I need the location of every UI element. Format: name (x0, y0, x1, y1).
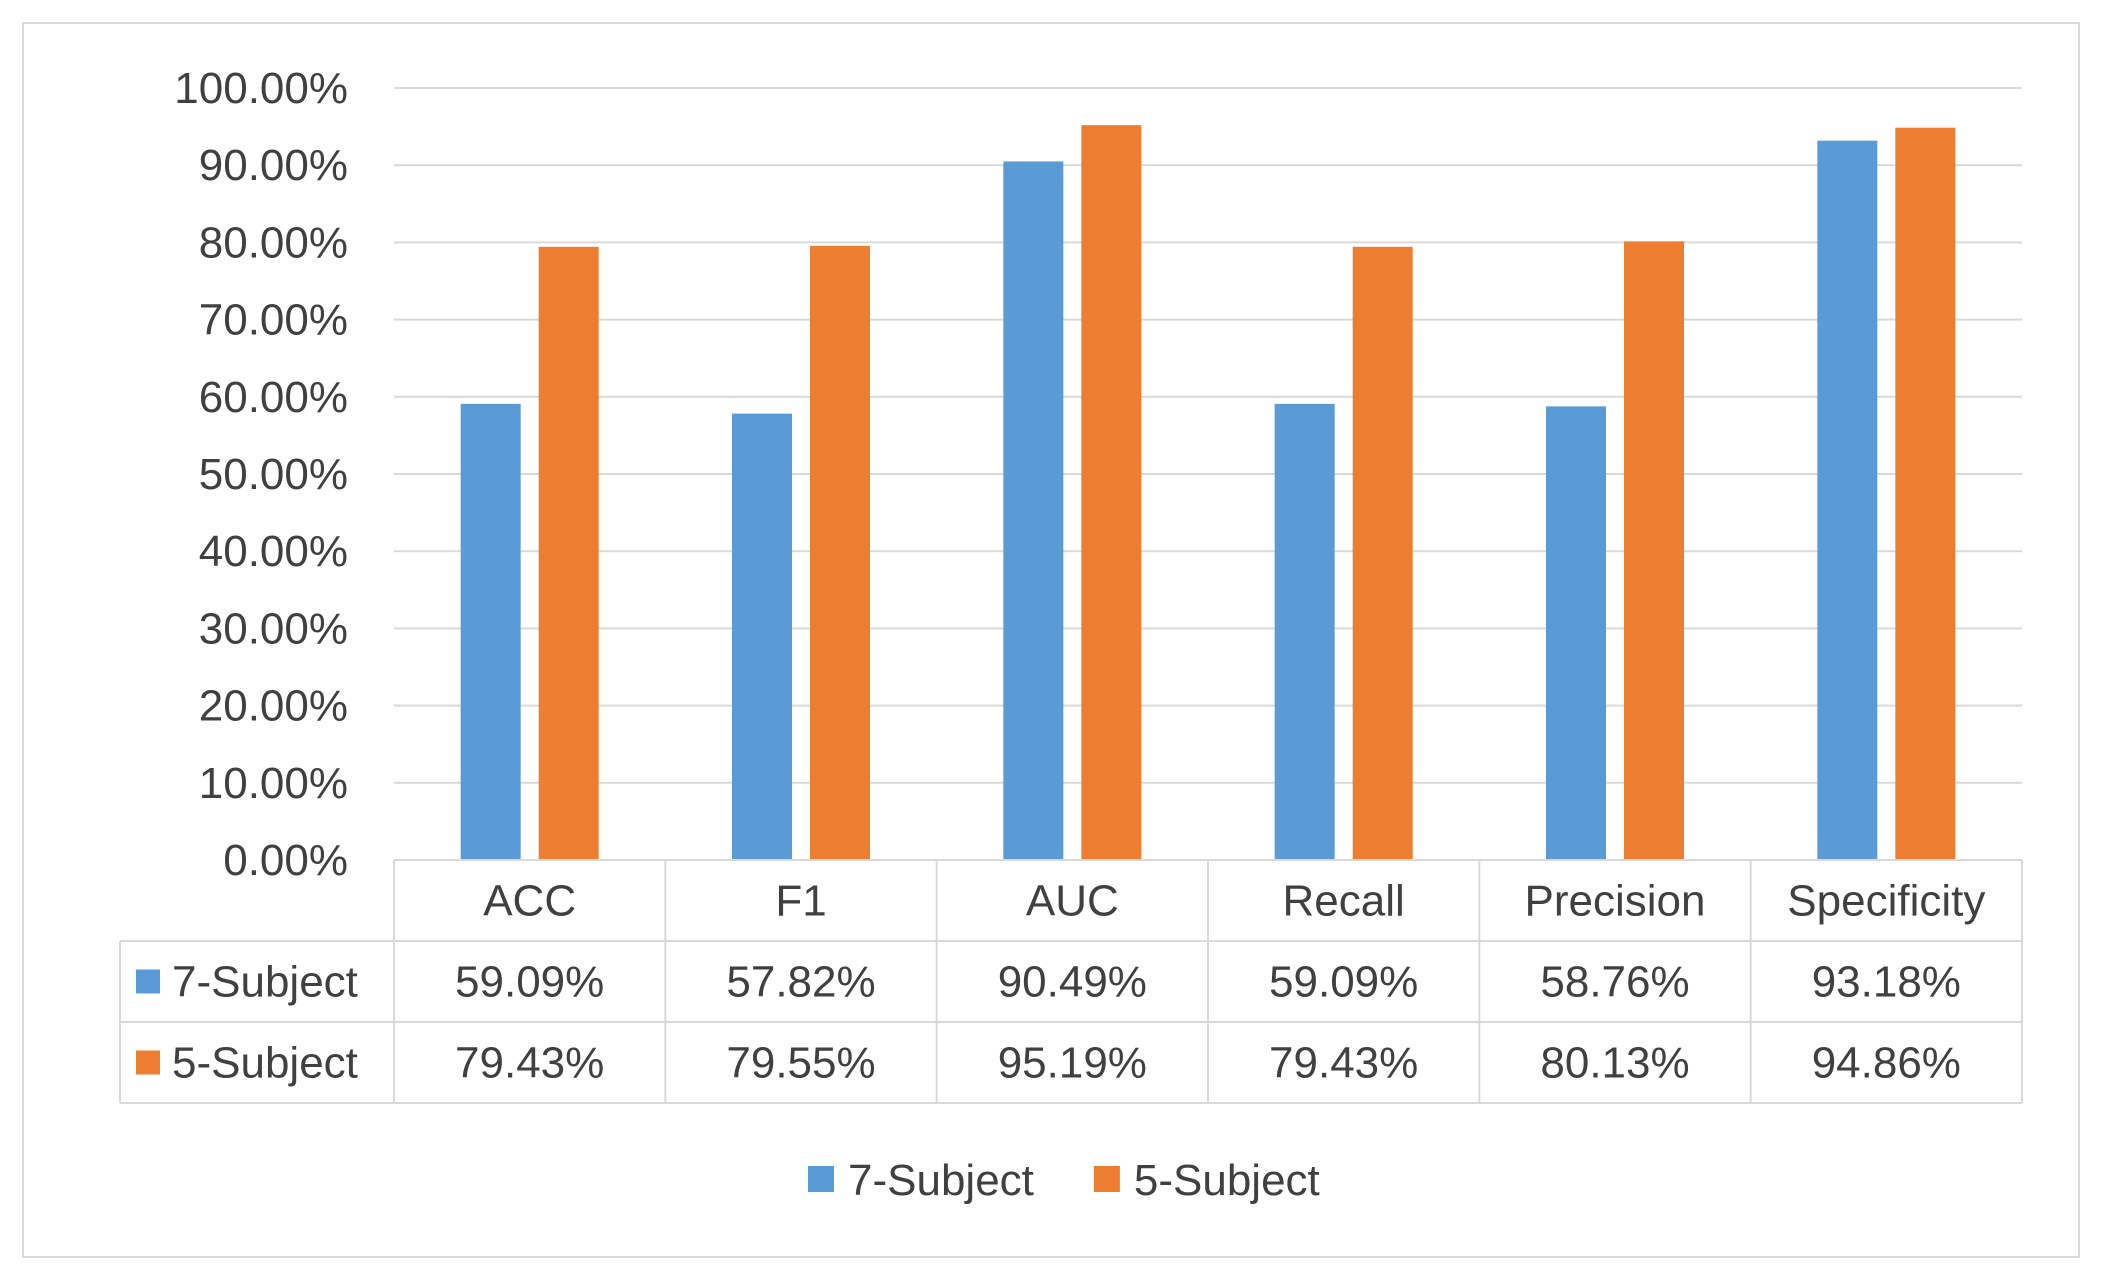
table-legend-key-7-subject (136, 969, 160, 994)
y-tick-label: 40.00% (199, 527, 348, 576)
table-value-7-subject: 57.82% (726, 958, 875, 1007)
table-value-5-subject: 94.86% (1812, 1039, 1961, 1088)
table-value-5-subject: 79.55% (726, 1039, 875, 1088)
y-tick-label: 10.00% (199, 759, 348, 808)
chart-frame: 0.00% 10.00% 20.00% 30.00% 40.00% 50.00% 60.00… (22, 22, 2080, 1258)
bar-chart: 0.00% 10.00% 20.00% 30.00% 40.00% 50.00% 60.00… (119, 64, 2023, 1205)
x-category-label: ACC (483, 877, 576, 926)
x-category-label: Specificity (1787, 877, 1985, 926)
table-value-7-subject: 58.76% (1540, 958, 1689, 1007)
y-tick-label: 0.00% (223, 836, 348, 885)
bar-5-subject-specificity (1895, 127, 1956, 861)
table-series-name: 5-Subject (172, 1039, 358, 1088)
y-tick-label: 70.00% (199, 296, 348, 345)
legend-label-7-subject: 7-Subject (848, 1156, 1034, 1205)
x-category-label: Recall (1283, 877, 1405, 926)
y-tick-label: 60.00% (199, 373, 348, 422)
bar-7-subject-specificity (1817, 140, 1878, 860)
x-category-label: Precision (1525, 877, 1706, 926)
bar-7-subject-precision (1546, 406, 1606, 860)
bar-7-subject-f1 (732, 413, 792, 860)
table-value-5-subject: 95.19% (998, 1039, 1147, 1088)
table-value-5-subject: 80.13% (1540, 1039, 1689, 1088)
bar-5-subject-acc (538, 246, 599, 860)
y-tick-label: 20.00% (199, 682, 348, 731)
y-tick-label: 90.00% (199, 141, 348, 190)
bar-7-subject-recall (1274, 403, 1335, 860)
bar-5-subject-precision (1624, 241, 1684, 861)
bar-5-subject-recall (1352, 246, 1413, 860)
y-tick-label: 30.00% (199, 604, 348, 653)
table-series-name: 7-Subject (172, 958, 358, 1007)
table-value-7-subject: 93.18% (1812, 958, 1961, 1007)
table-value-5-subject: 79.43% (455, 1039, 604, 1088)
legend-swatch-7-subject (808, 1166, 834, 1192)
bar-5-subject-auc (1081, 125, 1142, 861)
table-value-7-subject: 59.09% (1269, 958, 1418, 1007)
bar-7-subject-auc (1003, 161, 1064, 860)
x-category-label: F1 (775, 877, 826, 926)
bar-7-subject-acc (460, 403, 521, 860)
legend-label-5-subject: 5-Subject (1134, 1156, 1320, 1205)
x-category-label: AUC (1026, 877, 1119, 926)
y-tick-label: 50.00% (199, 450, 348, 499)
bar-5-subject-f1 (810, 245, 870, 860)
legend-swatch-5-subject (1093, 1166, 1120, 1192)
table-value-7-subject: 59.09% (455, 958, 604, 1007)
table-legend-key-5-subject (136, 1050, 160, 1075)
y-tick-label: 100.00% (174, 64, 348, 113)
table-value-5-subject: 79.43% (1269, 1039, 1418, 1088)
y-tick-label: 80.00% (199, 218, 348, 267)
table-value-7-subject: 90.49% (998, 958, 1147, 1007)
